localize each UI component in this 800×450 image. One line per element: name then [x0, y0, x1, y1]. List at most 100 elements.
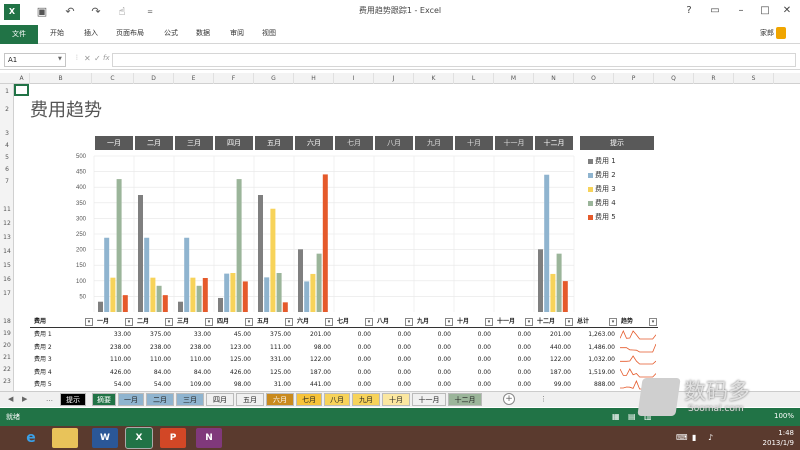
- cell-value[interactable]: 426.00: [110, 368, 131, 376]
- cell-value[interactable]: 0.00: [517, 368, 531, 376]
- legend-item-4[interactable]: 费用 4: [588, 198, 616, 208]
- tab-view[interactable]: 视图: [262, 29, 276, 37]
- scroll-right-icon[interactable]: ▶: [22, 395, 28, 403]
- column-header-s[interactable]: S: [734, 73, 774, 84]
- bar-2-series-2[interactable]: [144, 237, 150, 312]
- cell-value[interactable]: 187.00: [310, 368, 331, 376]
- row-header-19[interactable]: 19: [3, 330, 11, 337]
- cell-value[interactable]: 98.00: [233, 381, 251, 388]
- row-header-16[interactable]: 16: [3, 276, 11, 283]
- cell-value[interactable]: 54.00: [113, 381, 131, 388]
- tab-formulas[interactable]: 公式: [164, 29, 178, 37]
- column-header-l[interactable]: L: [454, 73, 494, 84]
- word-icon[interactable]: W: [92, 428, 118, 448]
- cell-value[interactable]: 0.00: [517, 381, 531, 388]
- powerpoint-icon[interactable]: P: [160, 428, 186, 448]
- bar-5-series-4[interactable]: [276, 273, 282, 312]
- row-header-3[interactable]: 3: [5, 130, 9, 137]
- bar-3-series-5[interactable]: [202, 277, 208, 312]
- close-icon[interactable]: ✕: [782, 5, 792, 16]
- bar-3-series-1[interactable]: [178, 301, 183, 312]
- bar-12-series-2[interactable]: [544, 174, 550, 312]
- bar-4-series-2[interactable]: [224, 273, 230, 312]
- cell-value[interactable]: 0.00: [477, 356, 491, 363]
- cell-value[interactable]: 0.00: [397, 343, 411, 351]
- cell-value[interactable]: 110.00: [190, 356, 211, 363]
- legend-item-3[interactable]: 费用 3: [588, 184, 616, 194]
- column-header-a[interactable]: A: [14, 73, 30, 84]
- row-header-1[interactable]: 1: [5, 88, 9, 95]
- scroll-left-icon[interactable]: ◀: [8, 395, 14, 403]
- month-header-3[interactable]: 三月: [175, 136, 213, 150]
- avatar[interactable]: [776, 27, 786, 39]
- clock[interactable]: 1:48 2013/1/9: [763, 428, 794, 448]
- cell-value[interactable]: 0.00: [517, 356, 531, 363]
- cell-value[interactable]: 84.00: [193, 368, 211, 376]
- month-header-11[interactable]: 十一月: [495, 136, 533, 150]
- cell-value[interactable]: 109.00: [190, 381, 211, 388]
- bar-2-series-1[interactable]: [138, 195, 143, 312]
- cell-value[interactable]: 238.00: [190, 343, 211, 351]
- row-header-7[interactable]: 7: [5, 178, 9, 185]
- cell-value[interactable]: 123.00: [230, 343, 251, 351]
- column-header-h[interactable]: H: [294, 73, 334, 84]
- customize-qat-icon[interactable]: =: [147, 8, 153, 16]
- filter-dropdown-icon[interactable]: ▾: [245, 318, 253, 326]
- row-header-20[interactable]: 20: [3, 342, 11, 349]
- cell-value[interactable]: 0.00: [397, 331, 411, 338]
- bar-6-series-1[interactable]: [298, 249, 303, 312]
- filter-dropdown-icon[interactable]: ▾: [485, 318, 493, 326]
- column-header-j[interactable]: J: [374, 73, 414, 84]
- save-icon[interactable]: ▣: [36, 5, 48, 18]
- bar-1-series-5[interactable]: [122, 295, 128, 312]
- column-header-f[interactable]: F: [214, 73, 254, 84]
- cell-value[interactable]: 0.00: [357, 356, 371, 363]
- bar-5-series-3[interactable]: [270, 208, 276, 312]
- cell-value[interactable]: 375.00: [150, 331, 171, 338]
- tab-data[interactable]: 数据: [196, 29, 210, 37]
- undo-icon[interactable]: ↶: [65, 5, 75, 18]
- cell-value[interactable]: 33.00: [113, 331, 131, 338]
- cell-value[interactable]: 201.00: [550, 331, 571, 338]
- sheet-tab-6[interactable]: 四月: [206, 393, 234, 406]
- bar-12-series-1[interactable]: [538, 249, 543, 312]
- column-header-g[interactable]: G: [254, 73, 294, 84]
- cell-value[interactable]: 0.00: [477, 331, 491, 338]
- month-header-10[interactable]: 十月: [455, 136, 493, 150]
- bar-3-series-2[interactable]: [184, 237, 190, 312]
- sheet-tab-1[interactable]: 提示: [60, 393, 86, 406]
- filter-dropdown-icon[interactable]: ▾: [325, 318, 333, 326]
- page-layout-view-icon[interactable]: ▤: [628, 412, 636, 421]
- bar-12-series-4[interactable]: [556, 253, 562, 312]
- row-header-5[interactable]: 5: [5, 154, 9, 161]
- sheet-tab-2[interactable]: 摘要: [92, 393, 116, 406]
- bar-1-series-4[interactable]: [116, 179, 122, 312]
- filter-dropdown-icon[interactable]: ▾: [165, 318, 173, 326]
- insert-function-icon[interactable]: fx: [103, 54, 110, 62]
- cell-value[interactable]: 33.00: [193, 331, 211, 338]
- zoom-level[interactable]: 100%: [773, 412, 794, 420]
- filter-dropdown-icon[interactable]: ▾: [609, 318, 617, 326]
- page-break-view-icon[interactable]: ▥: [644, 412, 652, 421]
- cell-value[interactable]: 31.00: [273, 381, 291, 388]
- cell-value[interactable]: 99.00: [553, 381, 571, 388]
- sheet-tab-4[interactable]: 二月: [146, 393, 174, 406]
- help-icon[interactable]: ?: [686, 5, 692, 16]
- row-header-14[interactable]: 14: [3, 248, 11, 255]
- month-header-7[interactable]: 七月: [335, 136, 373, 150]
- bar-4-series-4[interactable]: [236, 179, 242, 312]
- row-header-13[interactable]: 13: [3, 234, 11, 241]
- filter-dropdown-icon[interactable]: ▾: [365, 318, 373, 326]
- cell-value[interactable]: 111.00: [270, 343, 291, 351]
- bar-6-series-3[interactable]: [310, 273, 316, 312]
- filter-dropdown-icon[interactable]: ▾: [405, 318, 413, 326]
- filter-dropdown-icon[interactable]: ▾: [85, 318, 93, 326]
- filter-dropdown-icon[interactable]: ▾: [649, 318, 657, 326]
- enter-icon[interactable]: ✓: [94, 54, 101, 63]
- bar-3-series-3[interactable]: [190, 277, 196, 312]
- filter-dropdown-icon[interactable]: ▾: [445, 318, 453, 326]
- cell-value[interactable]: 0.00: [437, 381, 451, 388]
- tabs-splitter-icon[interactable]: ⋮: [540, 395, 547, 403]
- filter-dropdown-icon[interactable]: ▾: [525, 318, 533, 326]
- row-header-18[interactable]: 18: [3, 318, 11, 325]
